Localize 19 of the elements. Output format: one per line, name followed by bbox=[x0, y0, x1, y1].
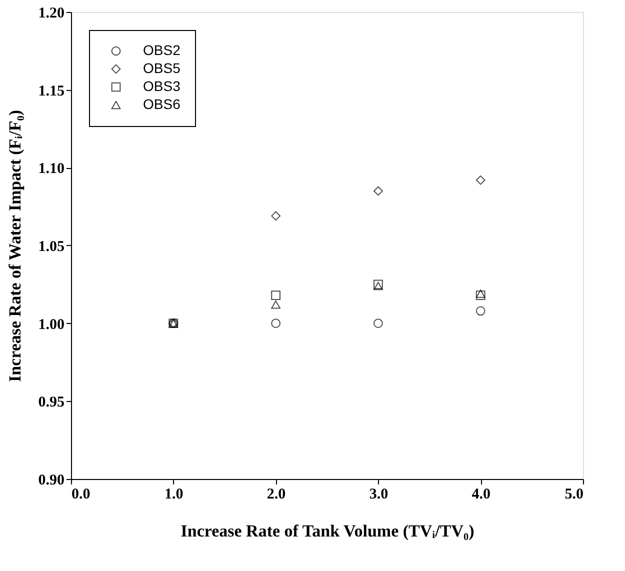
x-tick-label: 1.0 bbox=[164, 486, 184, 502]
legend-label: OBS6 bbox=[143, 96, 181, 112]
x-tick-label: 5.0 bbox=[564, 486, 584, 502]
legend-label: OBS2 bbox=[143, 42, 181, 58]
y-tick-label: 1.05 bbox=[38, 239, 64, 255]
x-tick-label: 3.0 bbox=[369, 486, 388, 502]
x-tick-label: 2.0 bbox=[266, 486, 286, 502]
x-axis-title: Increase Rate of Tank Volume (TVᵢ/TV₀) bbox=[180, 522, 474, 540]
y-tick-label: 0.90 bbox=[38, 472, 64, 488]
y-tick-label: 1.00 bbox=[38, 316, 64, 333]
x-tick-label: 4.0 bbox=[472, 486, 490, 502]
y-tick-label: 1.10 bbox=[38, 161, 64, 178]
x-tick-label: 0.0 bbox=[72, 486, 90, 502]
y-axis-title: Increase Rate of Water Impact (Fᵢ/F₀) bbox=[5, 110, 24, 382]
y-tick-label: 0.95 bbox=[38, 394, 64, 411]
legend-label: OBS5 bbox=[143, 60, 181, 76]
y-tick-label: 1.15 bbox=[38, 83, 64, 100]
legend-label: OBS3 bbox=[143, 78, 181, 94]
y-tick-label: 1.20 bbox=[38, 6, 64, 22]
